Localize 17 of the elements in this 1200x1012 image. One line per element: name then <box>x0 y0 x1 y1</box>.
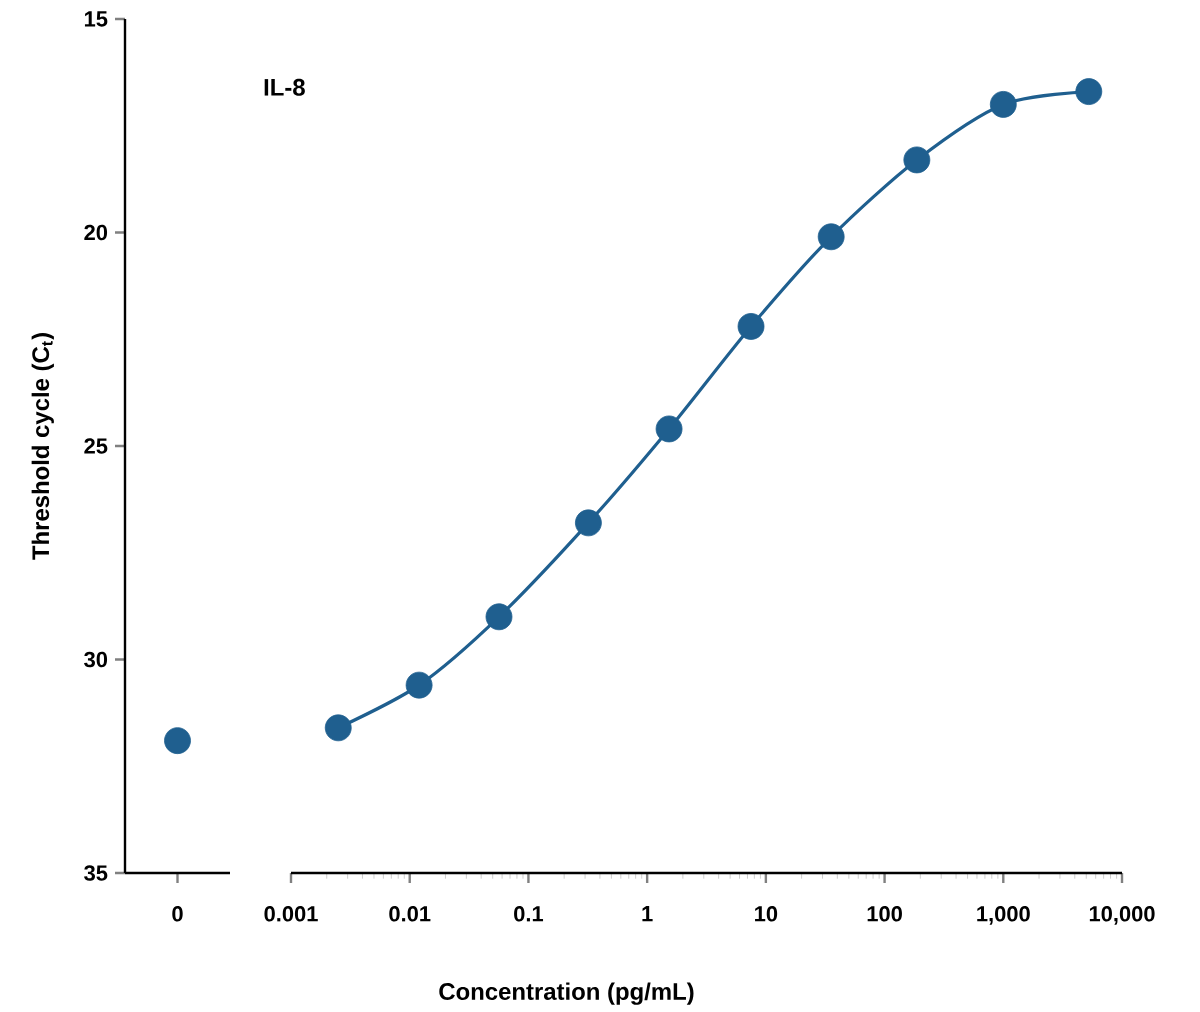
y-tick-label: 20 <box>84 224 108 241</box>
annotation: IL-8 <box>264 78 305 96</box>
x-tick-label: 0.1 <box>514 906 544 922</box>
y-tick-label: 15 <box>84 11 108 27</box>
x-tick-label: 1,000 <box>977 906 1030 925</box>
x-axis-title: Concentration (pg/mL) <box>439 982 694 1005</box>
x-tick-label: 10,000 <box>1089 906 1155 925</box>
y-axis-title: Threshold cycle (C$_{t}$) <box>31 333 54 560</box>
y-tick-label: 35 <box>84 865 108 881</box>
x-tick-label: 0.001 <box>264 906 318 922</box>
y-tick-label: 25 <box>84 438 108 454</box>
x-tick-label: 10 <box>755 906 778 922</box>
x-tick-label: 100 <box>867 906 902 922</box>
y-tick-label: 30 <box>84 651 108 668</box>
x-tick-label: 0 <box>172 906 183 922</box>
x-tick-label: 1 <box>642 906 653 922</box>
x-tick-label: 0.01 <box>389 906 431 922</box>
